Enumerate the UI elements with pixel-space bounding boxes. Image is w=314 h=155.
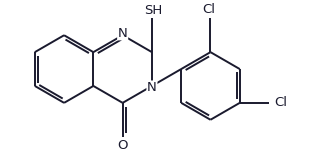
Text: O: O xyxy=(117,139,128,152)
Text: N: N xyxy=(118,27,127,40)
Text: SH: SH xyxy=(144,4,163,17)
Text: Cl: Cl xyxy=(202,3,215,16)
Text: N: N xyxy=(147,81,157,94)
Text: Cl: Cl xyxy=(274,96,287,109)
